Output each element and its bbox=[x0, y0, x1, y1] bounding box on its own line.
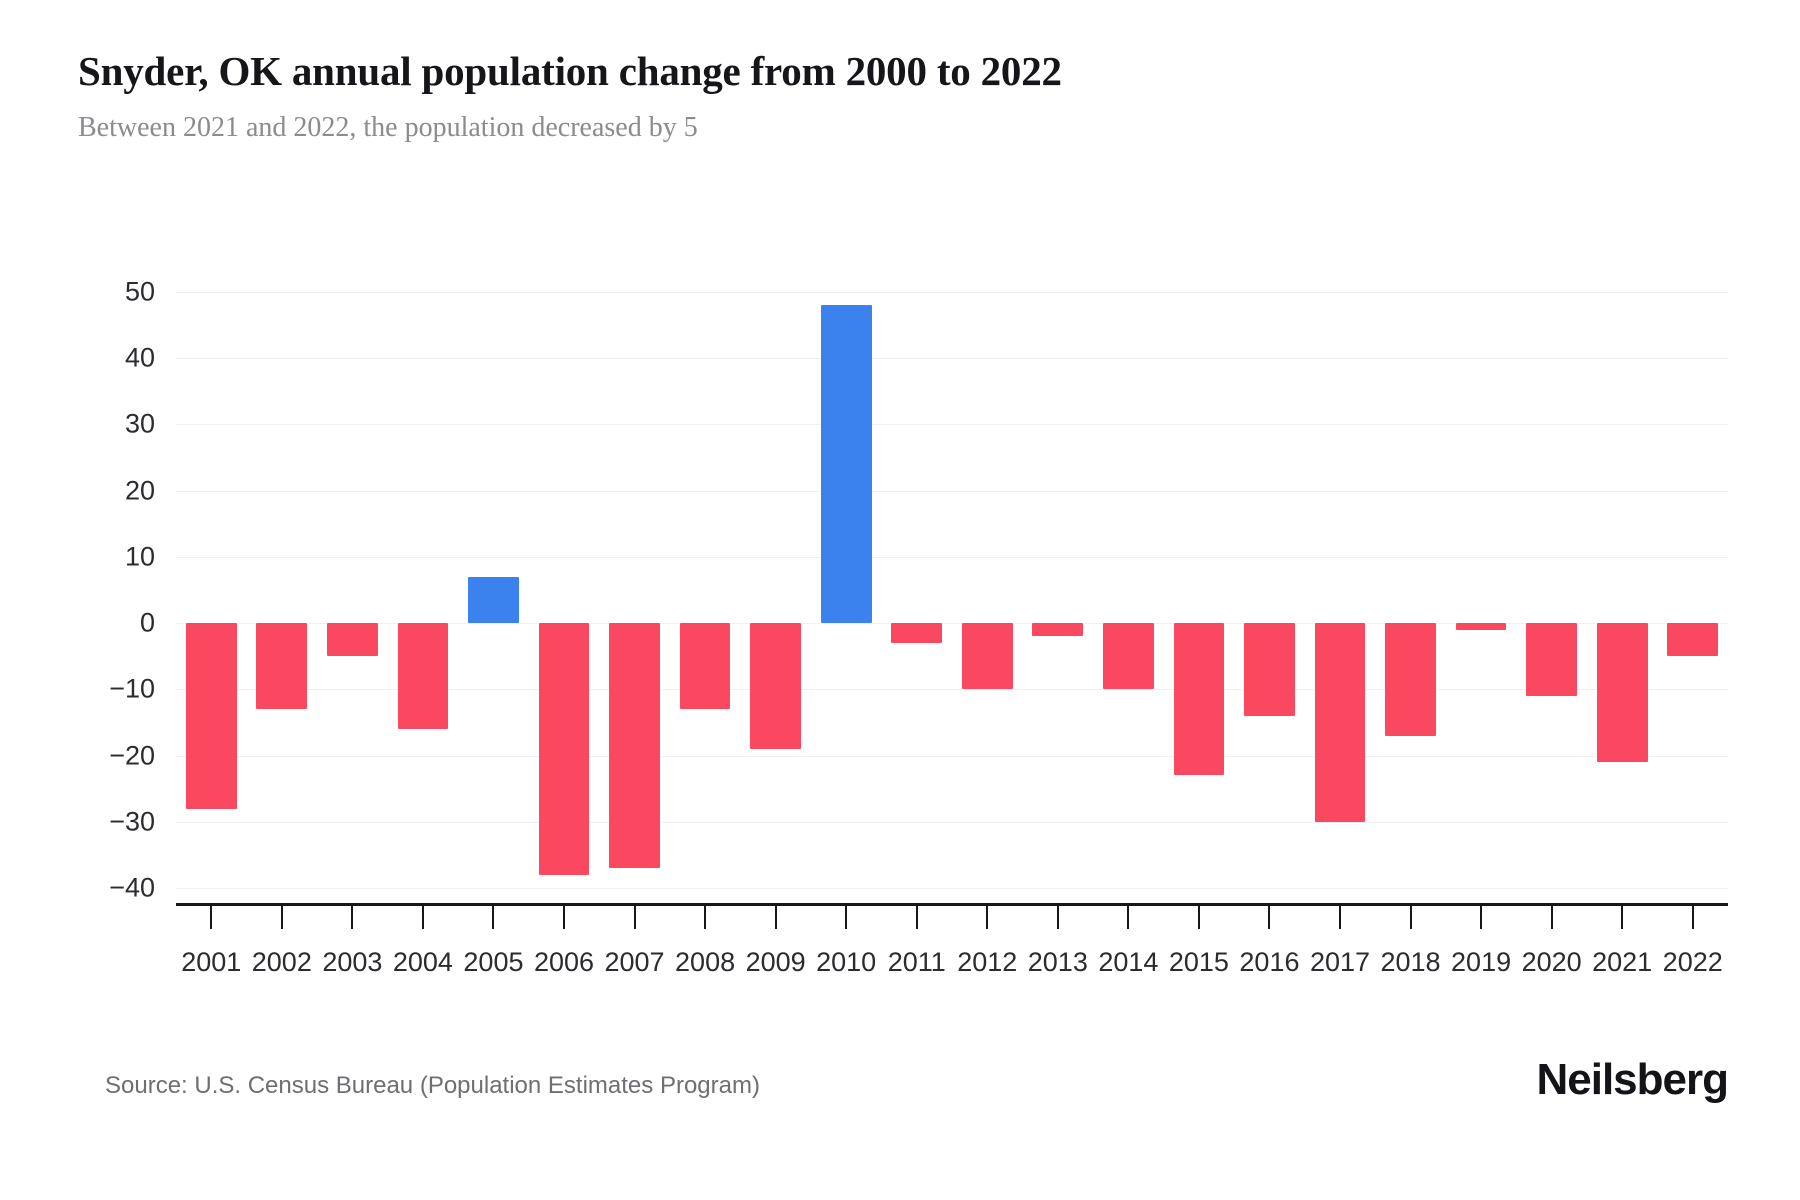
x-axis-tick-label: 2002 bbox=[251, 947, 312, 977]
brand-logo: Neilsberg bbox=[1536, 1055, 1729, 1104]
x-axis-tick bbox=[492, 906, 495, 929]
bar[interactable] bbox=[1385, 623, 1436, 736]
chart-header: Snyder, OK annual population change from… bbox=[78, 48, 1728, 145]
chart-subtitle: Between 2021 and 2022, the population de… bbox=[78, 112, 698, 144]
x-axis-tick bbox=[210, 906, 213, 929]
x-axis-line bbox=[176, 903, 1728, 906]
grid-line bbox=[176, 292, 1728, 293]
x-axis-tick-label: 2015 bbox=[1168, 947, 1229, 977]
bar[interactable] bbox=[609, 623, 660, 869]
x-axis-tick bbox=[915, 906, 918, 929]
x-axis-tick bbox=[1197, 906, 1200, 929]
source-note: Source: U.S. Census Bureau (Population E… bbox=[105, 1072, 760, 1099]
y-axis-tick-label: −40 bbox=[109, 872, 155, 903]
x-axis-tick bbox=[1691, 906, 1694, 929]
y-axis-tick-label: −30 bbox=[109, 806, 155, 837]
x-axis-tick-label: 2003 bbox=[322, 947, 383, 977]
bar[interactable] bbox=[1596, 623, 1648, 763]
x-axis-tick-label: 2017 bbox=[1309, 947, 1371, 977]
x-axis-tick-label: 2012 bbox=[957, 947, 1018, 977]
x-axis-tick bbox=[1409, 906, 1412, 929]
bar[interactable] bbox=[1244, 623, 1295, 716]
x-axis-tick-label: 2014 bbox=[1098, 947, 1159, 977]
bar[interactable] bbox=[256, 623, 308, 710]
bar[interactable] bbox=[1667, 623, 1719, 657]
bar[interactable] bbox=[185, 623, 237, 809]
bar[interactable] bbox=[891, 623, 943, 643]
grid-line bbox=[176, 689, 1728, 690]
y-axis-tick-label: 20 bbox=[124, 475, 155, 506]
y-axis-tick-label: −10 bbox=[109, 673, 155, 704]
x-axis-tick bbox=[1056, 906, 1059, 929]
grid-line bbox=[176, 358, 1728, 359]
y-axis-tick-label: 50 bbox=[124, 276, 155, 307]
x-axis-tick-label: 2013 bbox=[1027, 947, 1088, 977]
x-axis-tick bbox=[351, 906, 354, 929]
y-axis-tick-label: 30 bbox=[124, 408, 155, 439]
grid-line bbox=[176, 557, 1728, 558]
grid-line bbox=[176, 623, 1728, 624]
x-axis-tick-label: 2004 bbox=[392, 947, 453, 977]
bar[interactable] bbox=[538, 623, 590, 875]
bar[interactable] bbox=[397, 623, 449, 730]
bar[interactable] bbox=[1032, 623, 1084, 637]
x-axis-tick-label: 2016 bbox=[1239, 947, 1300, 977]
y-axis-tick-label: 40 bbox=[124, 342, 155, 373]
x-axis-tick-label: 2019 bbox=[1451, 947, 1512, 977]
grid-line bbox=[176, 888, 1728, 889]
bar[interactable] bbox=[1314, 623, 1366, 822]
x-axis-tick-label: 2022 bbox=[1662, 947, 1723, 977]
bar[interactable] bbox=[961, 623, 1013, 690]
x-axis-tick bbox=[280, 906, 283, 929]
grid-line bbox=[176, 424, 1728, 425]
x-axis-tick bbox=[774, 906, 777, 929]
x-axis-tick bbox=[1621, 906, 1624, 929]
x-axis-tick-label: 2018 bbox=[1380, 947, 1441, 977]
grid-line bbox=[176, 756, 1728, 757]
x-axis-tick-label: 2001 bbox=[181, 947, 242, 977]
x-axis-tick bbox=[1480, 906, 1483, 929]
x-axis-tick-label: 2009 bbox=[745, 947, 806, 977]
x-axis-tick-label: 2020 bbox=[1521, 947, 1582, 977]
x-axis-tick bbox=[1127, 906, 1130, 929]
x-axis-tick-label: 2006 bbox=[533, 947, 595, 977]
x-axis-tick bbox=[421, 906, 424, 929]
bar[interactable] bbox=[1526, 623, 1578, 696]
x-axis-tick bbox=[563, 906, 565, 929]
x-axis-tick bbox=[704, 906, 707, 929]
bar[interactable] bbox=[820, 305, 872, 624]
bar[interactable] bbox=[679, 623, 731, 710]
x-axis-tick bbox=[633, 906, 636, 929]
x-axis-tick-label: 2021 bbox=[1592, 947, 1653, 977]
x-axis-tick bbox=[986, 906, 989, 929]
y-axis-tick-label: 0 bbox=[139, 607, 155, 638]
x-axis-tick-label: 2005 bbox=[463, 947, 524, 977]
bar[interactable] bbox=[1173, 623, 1225, 776]
x-axis-tick-label: 2010 bbox=[816, 947, 877, 977]
bar[interactable] bbox=[326, 623, 378, 657]
page-title: Snyder, OK annual population change from… bbox=[78, 48, 1062, 94]
x-axis-tick-label: 2008 bbox=[675, 947, 736, 977]
x-axis-tick-label: 2011 bbox=[887, 947, 946, 977]
bar[interactable] bbox=[750, 623, 802, 749]
x-axis-tick bbox=[1268, 906, 1271, 929]
bar[interactable] bbox=[1455, 623, 1507, 630]
x-axis-tick bbox=[1550, 906, 1553, 929]
bar[interactable] bbox=[468, 576, 519, 624]
bar[interactable] bbox=[1102, 623, 1154, 690]
y-axis-tick-label: −20 bbox=[109, 740, 155, 771]
x-axis-tick-label: 2007 bbox=[604, 947, 665, 977]
y-axis-tick-label: 10 bbox=[124, 541, 155, 572]
x-axis-tick bbox=[845, 906, 848, 929]
grid-line bbox=[176, 491, 1728, 492]
grid-line bbox=[176, 822, 1728, 823]
x-axis-tick bbox=[1339, 906, 1341, 929]
